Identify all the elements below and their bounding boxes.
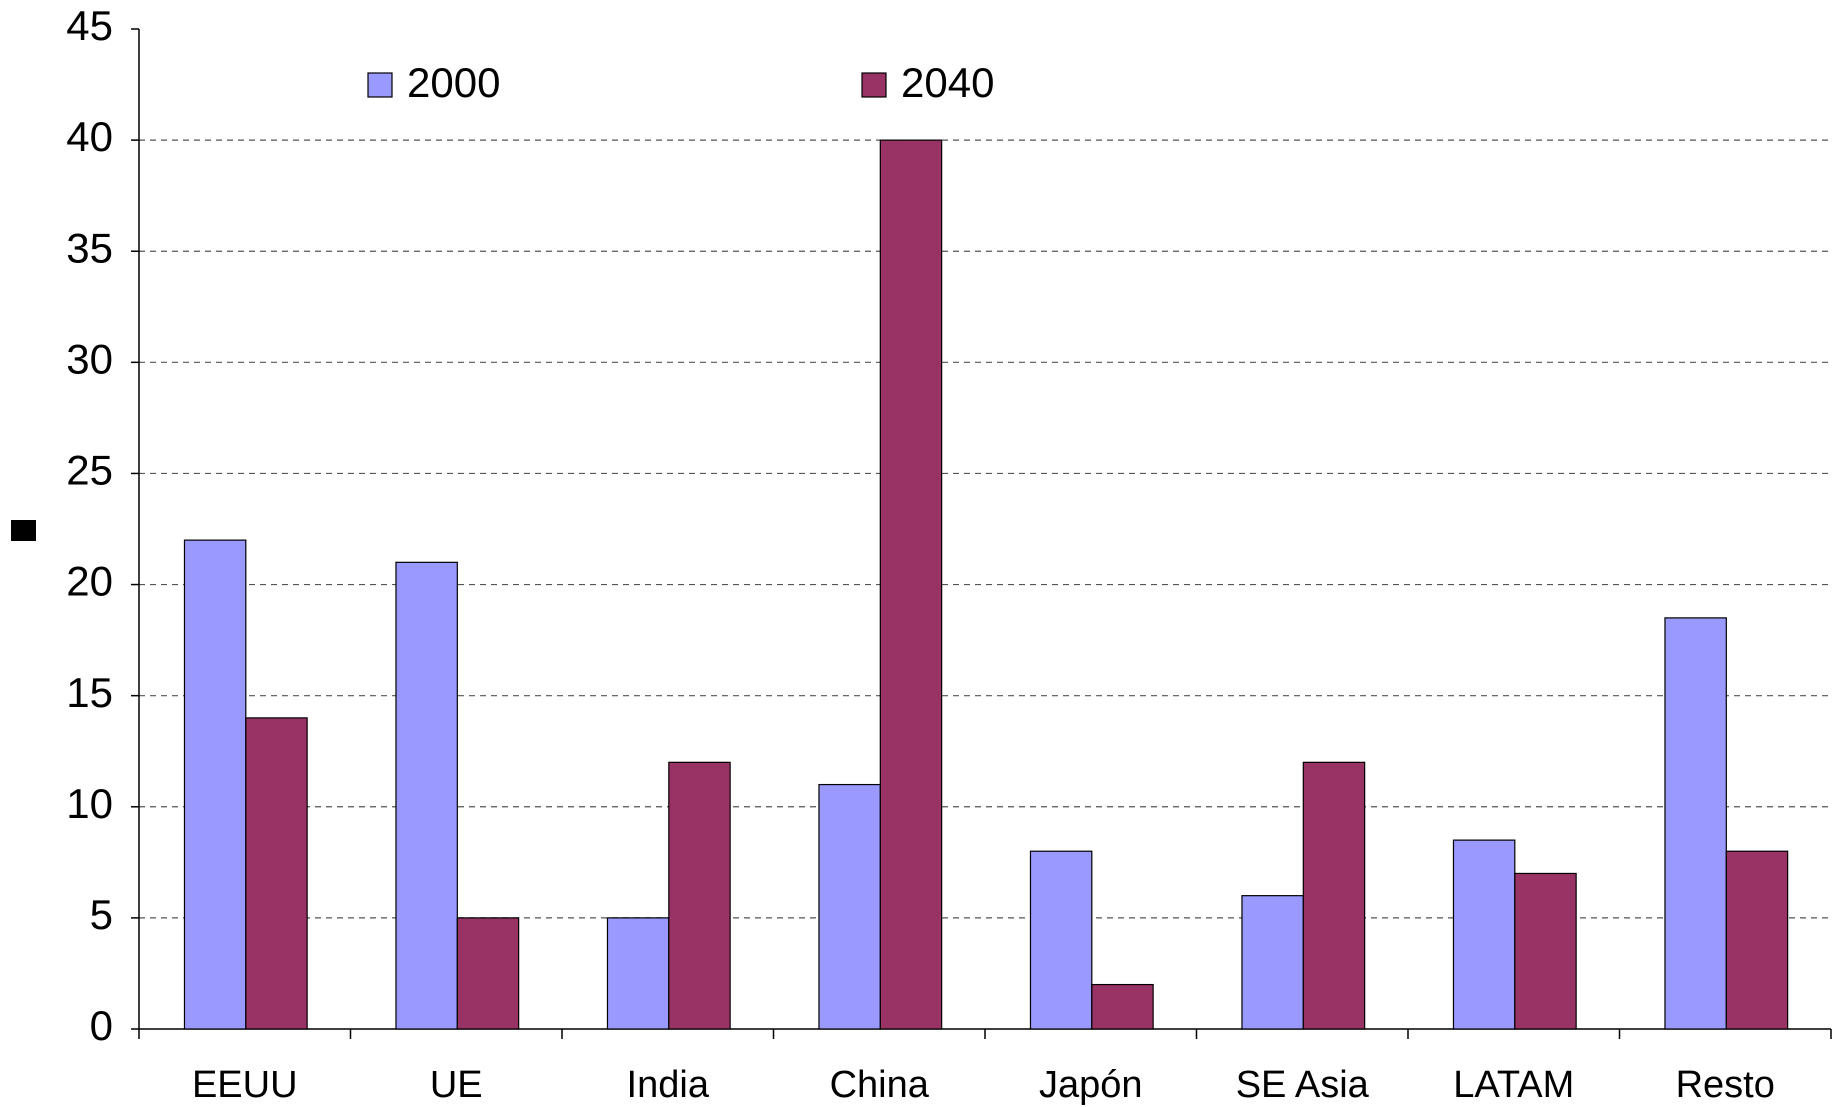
legend-label: 2000 bbox=[407, 59, 500, 106]
bar bbox=[1725, 850, 1789, 1030]
x-tick-label: LATAM bbox=[1453, 1064, 1574, 1106]
bar bbox=[1452, 839, 1516, 1030]
bar bbox=[668, 761, 731, 1030]
y-tick-label: 20 bbox=[66, 558, 113, 605]
y-tick-label: 10 bbox=[66, 780, 113, 827]
y-tick-label: 25 bbox=[66, 447, 113, 494]
bar bbox=[1091, 983, 1154, 1030]
y-tick-label: 40 bbox=[66, 113, 113, 160]
x-tick-label: EEUU bbox=[192, 1064, 298, 1106]
legend-swatch bbox=[367, 72, 393, 98]
y-tick-label: 15 bbox=[66, 669, 113, 716]
x-tick-label: India bbox=[627, 1064, 710, 1106]
bar bbox=[606, 917, 670, 1030]
bar bbox=[879, 139, 943, 1030]
y-tick-label: 35 bbox=[66, 224, 113, 271]
x-tick-label: UE bbox=[430, 1064, 483, 1106]
bar bbox=[395, 561, 458, 1030]
bar bbox=[1302, 761, 1366, 1030]
legend-swatch bbox=[861, 72, 887, 98]
bar bbox=[245, 717, 308, 1030]
bar bbox=[1664, 617, 1727, 1030]
x-tick-label: Japón bbox=[1039, 1064, 1143, 1106]
y-tick-label: 45 bbox=[66, 2, 113, 49]
bar bbox=[1241, 895, 1304, 1030]
x-tick-label: Resto bbox=[1676, 1064, 1775, 1106]
x-tick-label: SE Asia bbox=[1236, 1064, 1370, 1106]
bar bbox=[1029, 850, 1093, 1030]
bar bbox=[456, 917, 520, 1030]
bar bbox=[183, 539, 247, 1030]
bar bbox=[818, 783, 881, 1030]
x-tick-label: China bbox=[830, 1064, 930, 1106]
y-tick-label: 5 bbox=[90, 891, 113, 938]
legend-label: 2040 bbox=[901, 59, 994, 106]
bar bbox=[1514, 872, 1577, 1030]
y-tick-label: 30 bbox=[66, 335, 113, 382]
axis-marker bbox=[11, 520, 36, 541]
y-tick-label: 0 bbox=[90, 1002, 113, 1049]
